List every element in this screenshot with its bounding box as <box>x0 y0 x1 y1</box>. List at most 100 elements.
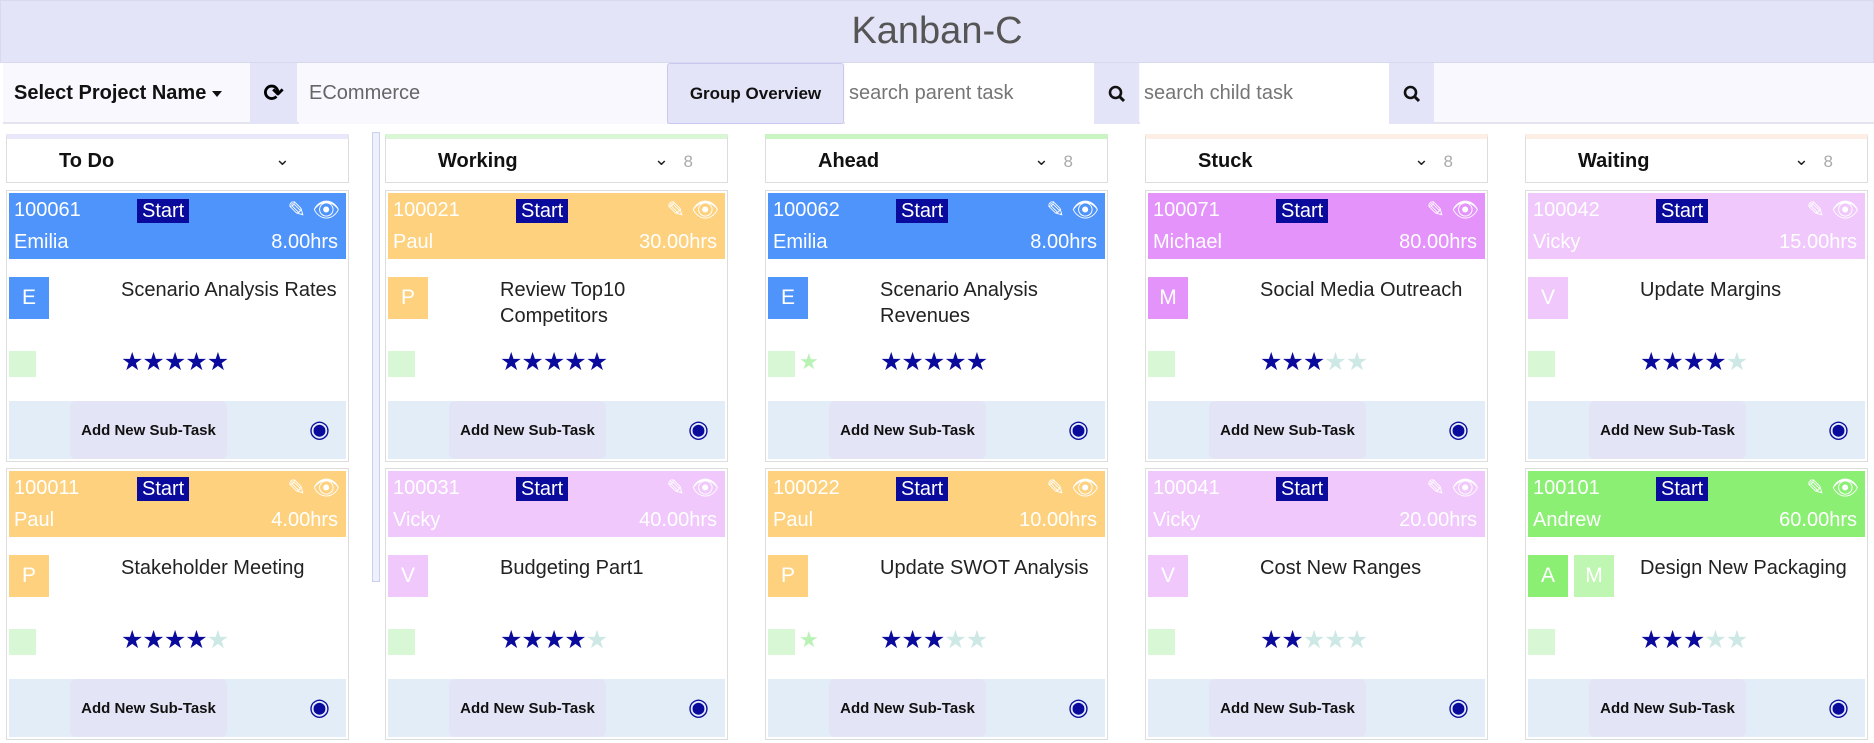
search-parent-button[interactable] <box>1094 63 1139 124</box>
start-button[interactable]: Start <box>137 477 190 501</box>
star-empty-icon[interactable]: ★ <box>585 626 608 654</box>
star-filled-icon[interactable]: ★ <box>585 348 608 376</box>
view-subtasks-eye-icon[interactable]: ◉ <box>688 694 709 721</box>
star-icon[interactable]: ★ <box>799 349 819 374</box>
chevron-down-icon[interactable]: ⌄ <box>274 149 290 169</box>
star-filled-icon[interactable]: ★ <box>1682 626 1705 654</box>
column-scrollbar[interactable] <box>372 132 380 582</box>
view-subtasks-eye-icon[interactable]: ◉ <box>1068 416 1089 443</box>
star-filled-icon[interactable]: ★ <box>1661 348 1683 376</box>
eye-icon[interactable]: 👁︎ <box>1071 475 1099 500</box>
view-subtasks-eye-icon[interactable]: ◉ <box>309 694 330 721</box>
view-subtasks-eye-icon[interactable]: ◉ <box>1828 416 1849 443</box>
star-filled-icon[interactable]: ★ <box>500 626 522 654</box>
view-subtasks-eye-icon[interactable]: ◉ <box>1068 694 1089 721</box>
pencil-icon[interactable]: ✎ <box>1426 197 1445 222</box>
star-filled-icon[interactable]: ★ <box>142 348 164 376</box>
star-empty-icon[interactable]: ★ <box>1302 626 1325 654</box>
eye-icon[interactable]: 👁︎ <box>691 475 719 500</box>
star-empty-icon[interactable]: ★ <box>1725 626 1748 654</box>
pencil-icon[interactable]: ✎ <box>1806 475 1825 500</box>
star-empty-icon[interactable]: ★ <box>965 626 988 654</box>
start-button[interactable]: Start <box>516 199 569 223</box>
add-subtask-button[interactable]: Add New Sub-Task <box>829 679 986 737</box>
add-subtask-button[interactable]: Add New Sub-Task <box>1209 401 1366 459</box>
star-filled-icon[interactable]: ★ <box>206 348 229 376</box>
add-subtask-button[interactable]: Add New Sub-Task <box>1589 679 1746 737</box>
add-subtask-button[interactable]: Add New Sub-Task <box>70 401 227 459</box>
eye-icon[interactable]: 👁︎ <box>1831 475 1859 500</box>
start-button[interactable]: Start <box>1276 477 1329 501</box>
chevron-down-icon[interactable]: ⌄ <box>653 149 669 169</box>
star-empty-icon[interactable]: ★ <box>1324 626 1346 654</box>
star-filled-icon[interactable]: ★ <box>185 626 207 654</box>
star-empty-icon[interactable]: ★ <box>944 626 966 654</box>
pencil-icon[interactable]: ✎ <box>1046 475 1065 500</box>
search-child-input[interactable] <box>1140 63 1389 124</box>
star-filled-icon[interactable]: ★ <box>1704 348 1726 376</box>
eye-icon[interactable]: 👁︎ <box>312 475 340 500</box>
select-project-dropdown[interactable]: Select Project Name <box>3 63 249 124</box>
pencil-icon[interactable]: ✎ <box>666 197 685 222</box>
star-filled-icon[interactable]: ★ <box>163 626 186 654</box>
star-filled-icon[interactable]: ★ <box>922 626 945 654</box>
start-button[interactable]: Start <box>1656 477 1709 501</box>
refresh-button[interactable]: ⟳ <box>250 63 297 124</box>
star-filled-icon[interactable]: ★ <box>1640 626 1662 654</box>
star-empty-icon[interactable]: ★ <box>206 626 229 654</box>
group-overview-button[interactable]: Group Overview <box>667 63 844 124</box>
star-filled-icon[interactable]: ★ <box>965 348 988 376</box>
add-subtask-button[interactable]: Add New Sub-Task <box>829 401 986 459</box>
eye-icon[interactable]: 👁︎ <box>1071 197 1099 222</box>
view-subtasks-eye-icon[interactable]: ◉ <box>1448 416 1469 443</box>
pencil-icon[interactable]: ✎ <box>1046 197 1065 222</box>
star-filled-icon[interactable]: ★ <box>1281 348 1303 376</box>
start-button[interactable]: Start <box>1656 199 1709 223</box>
view-subtasks-eye-icon[interactable]: ◉ <box>309 416 330 443</box>
pencil-icon[interactable]: ✎ <box>1806 197 1825 222</box>
star-filled-icon[interactable]: ★ <box>521 348 543 376</box>
add-subtask-button[interactable]: Add New Sub-Task <box>1209 679 1366 737</box>
pencil-icon[interactable]: ✎ <box>1426 475 1445 500</box>
star-filled-icon[interactable]: ★ <box>1260 626 1282 654</box>
search-child-button[interactable] <box>1389 63 1434 124</box>
star-filled-icon[interactable]: ★ <box>880 348 902 376</box>
star-empty-icon[interactable]: ★ <box>1324 348 1346 376</box>
star-empty-icon[interactable]: ★ <box>1725 348 1748 376</box>
add-subtask-button[interactable]: Add New Sub-Task <box>1589 401 1746 459</box>
star-filled-icon[interactable]: ★ <box>521 626 543 654</box>
star-filled-icon[interactable]: ★ <box>1260 348 1282 376</box>
star-filled-icon[interactable]: ★ <box>901 348 923 376</box>
star-empty-icon[interactable]: ★ <box>1704 626 1726 654</box>
pencil-icon[interactable]: ✎ <box>287 475 306 500</box>
view-subtasks-eye-icon[interactable]: ◉ <box>1448 694 1469 721</box>
add-subtask-button[interactable]: Add New Sub-Task <box>70 679 227 737</box>
star-empty-icon[interactable]: ★ <box>1345 626 1368 654</box>
star-filled-icon[interactable]: ★ <box>1682 348 1705 376</box>
eye-icon[interactable]: 👁︎ <box>1451 475 1479 500</box>
star-filled-icon[interactable]: ★ <box>121 626 143 654</box>
eye-icon[interactable]: 👁︎ <box>1451 197 1479 222</box>
view-subtasks-eye-icon[interactable]: ◉ <box>688 416 709 443</box>
star-filled-icon[interactable]: ★ <box>880 626 902 654</box>
start-button[interactable]: Start <box>896 477 949 501</box>
star-filled-icon[interactable]: ★ <box>185 348 207 376</box>
star-filled-icon[interactable]: ★ <box>1661 626 1683 654</box>
view-subtasks-eye-icon[interactable]: ◉ <box>1828 694 1849 721</box>
pencil-icon[interactable]: ✎ <box>287 197 306 222</box>
start-button[interactable]: Start <box>1276 199 1329 223</box>
star-filled-icon[interactable]: ★ <box>142 626 164 654</box>
star-filled-icon[interactable]: ★ <box>564 348 586 376</box>
star-filled-icon[interactable]: ★ <box>542 626 565 654</box>
chevron-down-icon[interactable]: ⌄ <box>1413 149 1429 169</box>
start-button[interactable]: Start <box>896 199 949 223</box>
star-filled-icon[interactable]: ★ <box>564 626 586 654</box>
star-filled-icon[interactable]: ★ <box>121 348 143 376</box>
start-button[interactable]: Start <box>137 199 190 223</box>
star-icon[interactable]: ★ <box>799 627 819 652</box>
eye-icon[interactable]: 👁︎ <box>691 197 719 222</box>
add-subtask-button[interactable]: Add New Sub-Task <box>449 401 606 459</box>
star-filled-icon[interactable]: ★ <box>944 348 966 376</box>
star-empty-icon[interactable]: ★ <box>1345 348 1368 376</box>
star-filled-icon[interactable]: ★ <box>1281 626 1303 654</box>
